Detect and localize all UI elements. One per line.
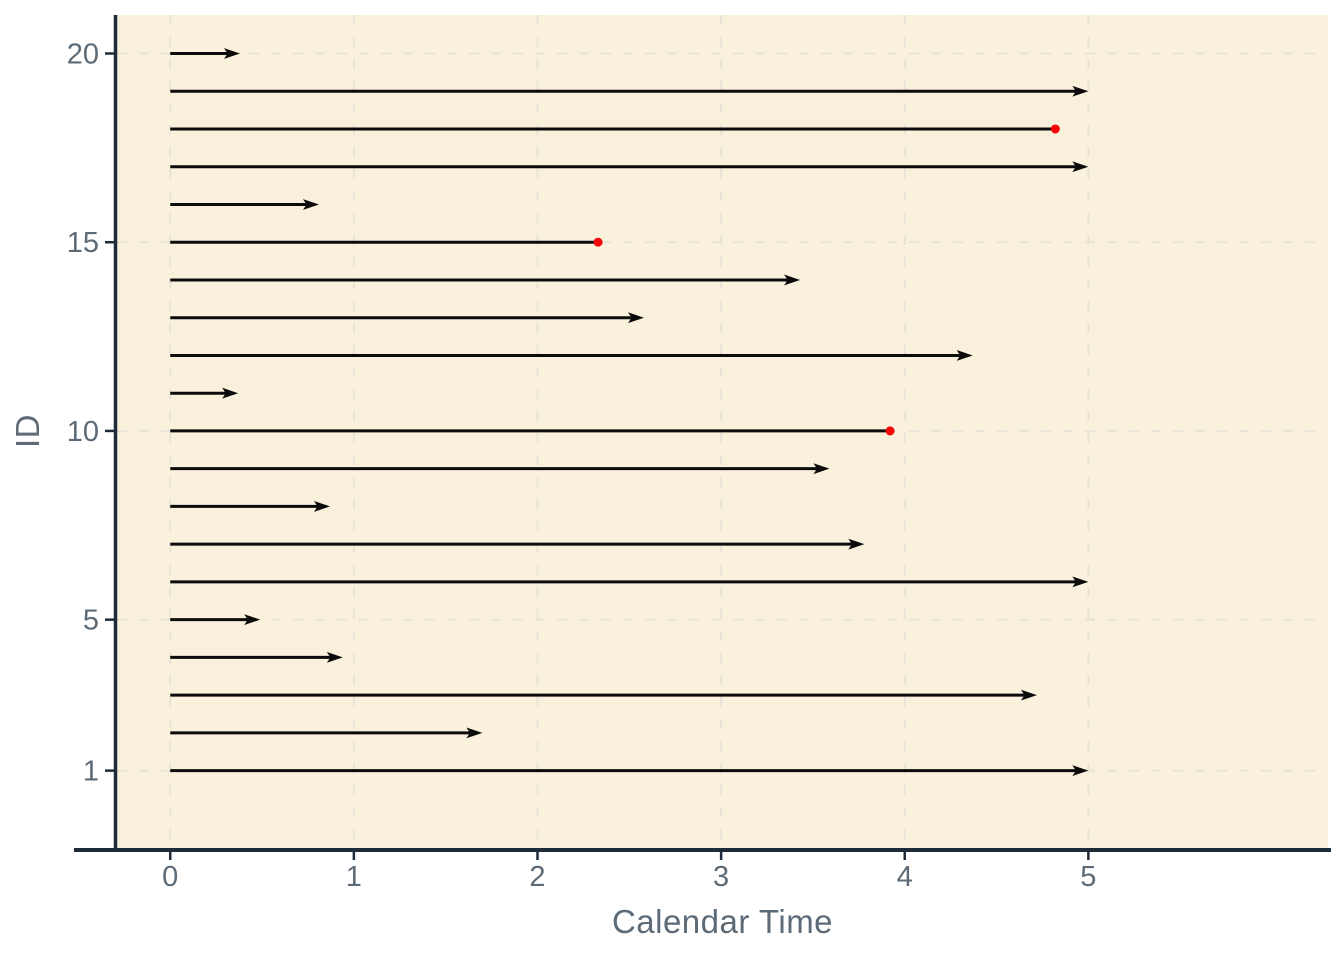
y-axis-title: ID	[9, 414, 46, 448]
y-tick-label: 1	[83, 756, 99, 788]
censor-arrowhead-icon	[956, 350, 973, 361]
censor-arrowhead-icon	[244, 614, 261, 626]
x-tick-label: 2	[529, 861, 545, 893]
censor-arrowhead-icon	[326, 651, 343, 663]
event-dot	[885, 426, 895, 436]
censor-arrowhead-icon	[628, 312, 645, 324]
censor-arrowhead-icon	[1072, 85, 1089, 97]
censor-arrowhead-icon	[1020, 689, 1037, 701]
censor-arrowhead-icon	[848, 538, 865, 550]
y-tick-label: 20	[67, 38, 99, 70]
event-dot	[593, 237, 603, 247]
x-tick-label: 0	[162, 861, 178, 893]
y-tick-label: 10	[67, 416, 99, 448]
event-dot	[1050, 124, 1060, 134]
x-tick-label: 3	[713, 861, 729, 893]
censor-arrowhead-icon	[224, 48, 241, 59]
y-tick-label: 5	[83, 605, 99, 637]
censor-arrowhead-icon	[314, 501, 331, 512]
x-tick-label: 5	[1080, 861, 1096, 893]
censor-arrowhead-icon	[302, 199, 319, 210]
censor-arrowhead-icon	[1072, 576, 1089, 588]
x-tick-label: 4	[897, 861, 913, 893]
censor-arrowhead-icon	[784, 274, 801, 286]
y-tick-label: 15	[67, 227, 99, 259]
censor-arrowhead-icon	[222, 387, 239, 399]
x-axis-title: Calendar Time	[611, 903, 834, 940]
censor-arrowhead-icon	[813, 463, 830, 475]
censor-arrowhead-icon	[1072, 765, 1089, 777]
censor-arrowhead-icon	[1072, 161, 1089, 173]
censor-arrowhead-icon	[466, 727, 483, 739]
x-tick-label: 1	[346, 861, 362, 893]
